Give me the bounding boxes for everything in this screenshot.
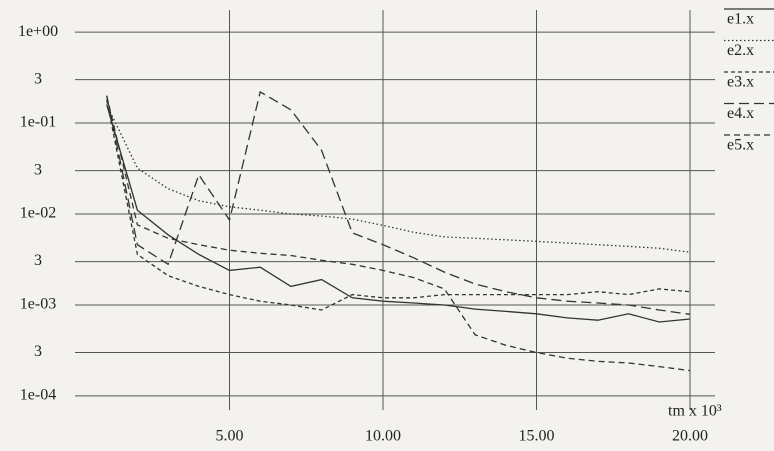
y-tick-label: 3 <box>34 70 42 87</box>
legend-label: e1.x <box>727 11 754 28</box>
x-tick-label: 10.00 <box>365 428 401 445</box>
series-line <box>106 104 691 323</box>
y-tick-label: 1e-02 <box>20 205 56 222</box>
y-tick-label: 1e-03 <box>20 296 56 313</box>
y-tick-label: 3 <box>34 343 42 360</box>
x-tick-label: 20.00 <box>672 428 708 445</box>
y-tick-label: 3 <box>34 161 42 178</box>
x-tick-label: 15.00 <box>519 428 555 445</box>
series-line <box>106 99 691 311</box>
series-line <box>106 95 691 372</box>
y-tick-label: 1e-04 <box>20 387 56 404</box>
x-tick-label: 5.00 <box>216 428 244 445</box>
x-axis-label: tm x 10³ <box>668 403 722 420</box>
series-line <box>106 104 691 253</box>
y-tick-label: 1e+00 <box>18 23 58 40</box>
legend-label: e4.x <box>727 105 754 122</box>
y-tick-label: 1e-01 <box>20 114 56 131</box>
y-tick-label: 3 <box>34 252 42 269</box>
series-line <box>106 90 691 315</box>
legend-label: e2.x <box>727 42 754 59</box>
legend-label: e5.x <box>727 137 754 154</box>
legend-label: e3.x <box>727 74 754 91</box>
